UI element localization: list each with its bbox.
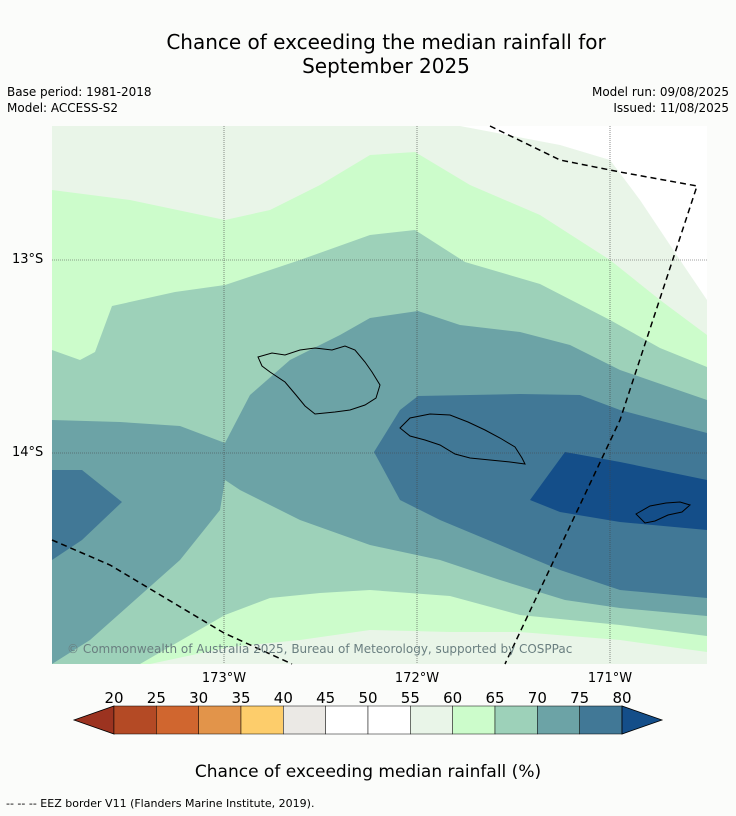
model-name: Model: ACCESS-S2 (7, 101, 119, 115)
title-line-2: September 2025 (302, 54, 470, 78)
colorbar-segment (494, 705, 538, 735)
colorbar-tick-label: 55 (400, 689, 420, 707)
colorbar-segment (325, 705, 369, 735)
band-west-80 (52, 470, 122, 560)
eez-border (51, 125, 698, 665)
colorbar-tick-label: 60 (443, 689, 463, 707)
colorbar-segment (410, 705, 453, 735)
coastlines (257, 345, 692, 524)
upolu-island (399, 413, 526, 465)
colorbar-segment (452, 705, 496, 735)
colorbar-tick-label: 75 (570, 689, 590, 707)
issued-date: Issued: 11/08/2025 (613, 101, 729, 115)
colorbar-tick-label: 25 (146, 689, 166, 707)
lon-label-171w: 171°W (587, 671, 633, 686)
colorbar-label: Chance of exceeding median rainfall (%) (194, 762, 542, 782)
colorbar-tick-label: 30 (189, 689, 209, 707)
colorbar-segment (367, 705, 411, 735)
lat-label-14s: 14°S (12, 445, 44, 460)
title-line-1: Chance of exceeding the median rainfall … (166, 30, 606, 54)
meta-left: Base period: 1981-2018 Model: ACCESS-S2 (7, 84, 152, 116)
lon-label-172w: 172°W (394, 671, 440, 686)
colorbar-extend-low (72, 705, 115, 735)
colorbar-segment (579, 705, 623, 735)
colorbar-tick-label: 65 (485, 689, 505, 707)
footer-note: -- -- -- EEZ border V11 (Flanders Marine… (6, 797, 315, 810)
base-period: Base period: 1981-2018 (7, 85, 152, 99)
graticule (52, 126, 707, 664)
colorbar-tick-label: 45 (316, 689, 336, 707)
contour-fills (52, 126, 707, 664)
colorbar (72, 705, 664, 735)
colorbar-segment (113, 705, 157, 735)
lon-label-173w: 173°W (201, 671, 247, 686)
savaii-island (257, 345, 381, 415)
tutuila-island (635, 501, 692, 524)
colorbar-tick-label: 35 (231, 689, 251, 707)
colorbar-tick-label: 80 (612, 689, 632, 707)
colorbar-tick-label: 40 (273, 689, 293, 707)
colorbar-segment (198, 705, 242, 735)
colorbar-tick-label: 20 (104, 689, 124, 707)
map-title: Chance of exceeding the median rainfall … (0, 30, 736, 78)
model-run: Model run: 09/08/2025 (591, 85, 729, 99)
colorbar-segment (156, 705, 199, 735)
meta-right: Model run: 09/08/2025 Issued: 11/08/2025 (592, 84, 729, 116)
colorbar-tick-label: 70 (527, 689, 547, 707)
colorbar-segment (240, 705, 284, 735)
colorbar-segment (283, 705, 326, 735)
colorbar-segment (537, 705, 580, 735)
copyright-notice: © Commonwealth of Australia 2025, Bureau… (67, 642, 573, 656)
band-east-max (530, 452, 707, 530)
colorbar-tick-label: 50 (358, 689, 378, 707)
lat-label-13s: 13°S (12, 252, 44, 267)
colorbar-extend-high (621, 705, 664, 735)
